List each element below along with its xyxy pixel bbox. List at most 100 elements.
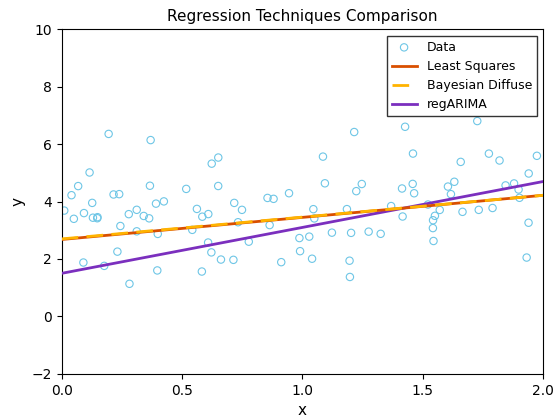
Data	[428, 217, 437, 223]
Data	[398, 213, 407, 220]
Data	[376, 231, 385, 237]
Data	[501, 182, 510, 189]
Data	[265, 222, 274, 228]
Data	[217, 256, 226, 263]
Data	[524, 219, 533, 226]
Data	[309, 206, 318, 213]
Data	[277, 259, 286, 265]
Data	[474, 207, 483, 213]
Data	[237, 207, 246, 213]
Data	[357, 181, 366, 187]
Data	[197, 268, 206, 275]
Data	[345, 257, 354, 264]
Data	[113, 248, 122, 255]
Title: Regression Techniques Comparison: Regression Techniques Comparison	[167, 9, 438, 24]
Data	[229, 257, 238, 263]
Data	[85, 169, 94, 176]
Data	[198, 213, 207, 220]
Data	[263, 194, 272, 201]
Data	[431, 213, 440, 219]
Data	[428, 225, 437, 231]
Data	[435, 207, 444, 213]
Data	[146, 182, 155, 189]
Data	[146, 137, 155, 144]
Data	[408, 181, 417, 187]
Data	[446, 191, 455, 197]
Data	[533, 152, 542, 159]
Data	[104, 131, 113, 137]
Data	[515, 194, 524, 201]
Data	[124, 211, 133, 218]
Data	[182, 186, 191, 192]
Data	[328, 229, 337, 236]
Data	[458, 208, 467, 215]
Data	[349, 129, 358, 135]
Data	[152, 200, 161, 207]
Data	[153, 267, 162, 274]
Data	[109, 191, 118, 198]
Data	[495, 157, 504, 164]
Data	[364, 228, 373, 235]
Data	[60, 207, 69, 214]
Data	[116, 223, 125, 229]
Data	[188, 226, 197, 233]
Data	[423, 201, 432, 208]
Data	[204, 239, 213, 246]
X-axis label: x: x	[298, 403, 307, 418]
Data	[93, 215, 102, 222]
Data	[295, 235, 304, 242]
Data	[153, 231, 162, 237]
Data	[347, 229, 356, 236]
Data	[310, 215, 319, 222]
Data	[398, 185, 407, 192]
Data	[444, 183, 452, 190]
Data	[74, 183, 83, 189]
Data	[320, 180, 329, 186]
Data	[139, 213, 148, 219]
Data	[160, 198, 169, 205]
Data	[93, 214, 102, 220]
Data	[234, 219, 242, 226]
Data	[244, 238, 253, 245]
Data	[88, 200, 97, 206]
Data	[342, 206, 351, 213]
Data	[410, 190, 419, 197]
Data	[193, 205, 202, 212]
Y-axis label: y: y	[11, 197, 26, 206]
Data	[346, 273, 354, 280]
Legend: Data, Least Squares, Bayesian Diffuse, regARIMA: Data, Least Squares, Bayesian Diffuse, r…	[386, 36, 537, 116]
Data	[80, 210, 88, 216]
Data	[125, 281, 134, 287]
Data	[115, 191, 124, 197]
Data	[488, 205, 497, 211]
Data	[269, 195, 278, 202]
Data	[144, 215, 153, 222]
Data	[100, 262, 109, 269]
Data	[207, 249, 216, 256]
Data	[79, 259, 88, 266]
Data	[450, 178, 459, 185]
Data	[132, 228, 141, 235]
Data	[484, 150, 493, 157]
Data	[386, 203, 395, 210]
Data	[204, 211, 213, 218]
Data	[230, 200, 239, 206]
Data	[88, 214, 97, 221]
Data	[214, 154, 223, 161]
Data	[429, 238, 438, 244]
Data	[400, 123, 409, 130]
Data	[514, 186, 523, 193]
Data	[352, 188, 361, 194]
Data	[408, 150, 417, 157]
Data	[69, 215, 78, 222]
Data	[296, 248, 305, 255]
Data	[307, 255, 316, 262]
Data	[524, 170, 533, 177]
Data	[473, 118, 482, 124]
Data	[207, 160, 216, 167]
Data	[510, 180, 519, 187]
Data	[319, 153, 328, 160]
Data	[67, 192, 76, 199]
Data	[305, 233, 314, 240]
Data	[132, 207, 141, 213]
